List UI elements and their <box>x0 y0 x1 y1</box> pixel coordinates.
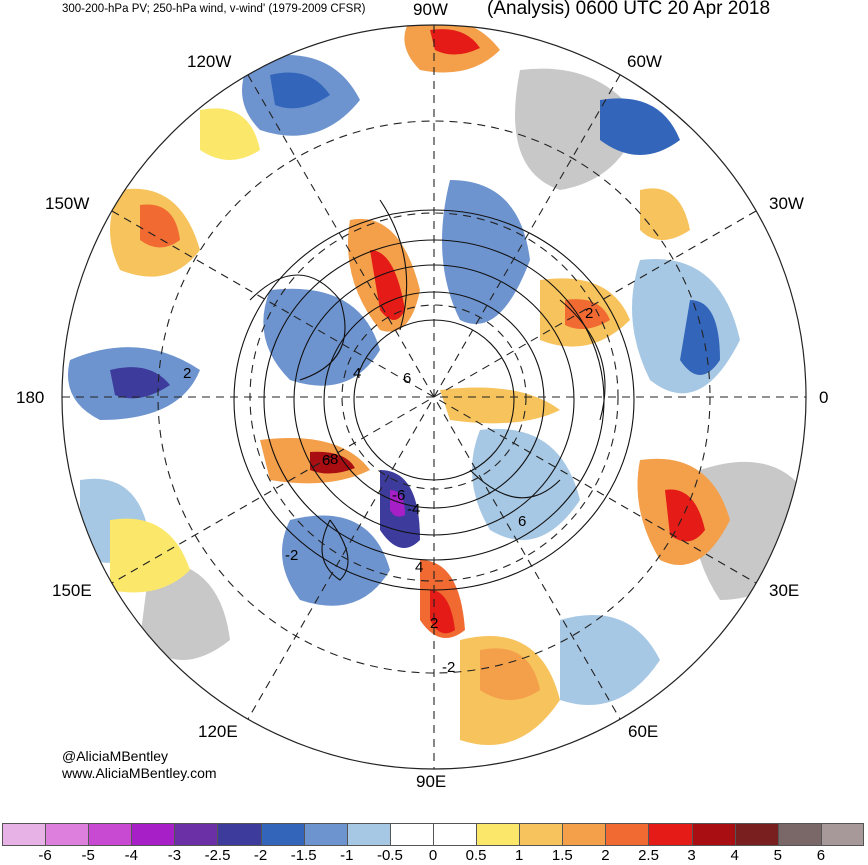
label-120e: 120E <box>198 722 238 741</box>
contour-label: 6 <box>403 370 411 387</box>
contour-label: -2 <box>285 547 298 564</box>
colorbar-swatch <box>734 823 778 846</box>
colorbar-tick-label: 0.5 <box>465 847 487 864</box>
colorbar-swatch <box>303 823 347 846</box>
colorbar-swatch <box>820 823 864 846</box>
label-90e: 90E <box>416 772 447 791</box>
colorbar-swatch <box>45 823 89 846</box>
colorbar-tick-label: 0 <box>428 847 438 864</box>
colorbar <box>2 823 864 846</box>
colorbar-swatch <box>2 823 46 846</box>
colorbar-swatch <box>777 823 821 846</box>
colorbar-swatch <box>346 823 390 846</box>
colorbar-swatch <box>260 823 304 846</box>
colorbar-swatch <box>217 823 261 846</box>
colorbar-swatch <box>389 823 433 846</box>
colorbar-swatch <box>691 823 735 846</box>
label-0: 0 <box>819 388 829 407</box>
colorbar-swatch <box>131 823 175 846</box>
label-120w: 120W <box>187 52 232 71</box>
label-90w: 90W <box>413 0 448 19</box>
contour-label: -2 <box>442 659 455 676</box>
colorbar-swatch <box>562 823 606 846</box>
colorbar-swatch <box>648 823 692 846</box>
colorbar-tick-label: 2.5 <box>638 847 659 864</box>
label-60w: 60W <box>627 52 662 71</box>
colorbar-tick-label: 2 <box>601 847 610 864</box>
colorbar-tick-label: 1.5 <box>551 847 573 864</box>
colorbar-swatch <box>174 823 218 846</box>
colorbar-tick-label: -3 <box>167 847 182 864</box>
lat-lon-grid <box>62 25 806 769</box>
colorbar-tick-label: 4 <box>730 847 739 864</box>
contour-label: 6 <box>518 513 526 530</box>
colorbar-tick-label: -2 <box>253 847 268 864</box>
colorbar-tick-label: -1 <box>340 847 354 864</box>
colorbar-swatch <box>476 823 520 846</box>
colorbar-ticks: -6 -5 -4 -3 -2.5 -2 -1.5 -1 -0.5 0 0.5 1 1.5 2 2.5 3 4 5 6 <box>0 847 868 865</box>
colorbar-tick-label: -5 <box>81 847 95 864</box>
colorbar-tick-label: 5 <box>773 847 782 864</box>
colorbar-tick-label: -4 <box>124 847 138 864</box>
contour-labels: 2 4 6 8 2 4 6 -2 -2 -4 -6 6 2 <box>183 305 593 676</box>
colorbar-swatch <box>519 823 563 846</box>
contour-label: -4 <box>407 501 420 518</box>
label-30w: 30W <box>769 194 804 213</box>
contour-label: 2 <box>585 305 593 322</box>
label-180: 180 <box>16 388 45 407</box>
colorbar-tick-label: 3 <box>687 847 696 864</box>
contour-label: 2 <box>430 615 438 632</box>
colorbar-swatch <box>88 823 132 846</box>
map-boundary <box>61 24 807 770</box>
credit-handle: @AliciaMBentley <box>62 748 169 764</box>
colorbar-tick-label: 1 <box>515 847 524 864</box>
colorbar-tick-label: -2.5 <box>204 847 231 864</box>
credit-website[interactable]: www.AliciaMBentley.com <box>62 765 217 781</box>
label-150e: 150E <box>52 581 92 600</box>
colorbar-tick-label: -6 <box>38 847 52 864</box>
map-title: (Analysis) 0600 UTC 20 Apr 2018 <box>487 0 771 19</box>
contour-label: 2 <box>183 365 191 382</box>
colorbar-tick-label: -1.5 <box>290 847 317 864</box>
label-60e: 60E <box>628 722 659 741</box>
colorbar-tick-label: -0.5 <box>376 847 403 864</box>
colorbar-swatch <box>605 823 649 846</box>
contour-label: 8 <box>330 451 338 468</box>
contour-label: 4 <box>415 559 423 576</box>
contour-label: 6 <box>322 452 330 469</box>
colorbar-swatch <box>432 823 477 846</box>
label-30e: 30E <box>769 581 800 600</box>
colorbar-tick-label: 6 <box>816 847 826 864</box>
contour-label: 4 <box>353 365 361 382</box>
map-subtitle: 300-200-hPa PV; 250-hPa wind, v-wind' (1… <box>62 3 366 15</box>
contour-label: -6 <box>392 487 405 504</box>
label-150w: 150W <box>45 194 90 213</box>
